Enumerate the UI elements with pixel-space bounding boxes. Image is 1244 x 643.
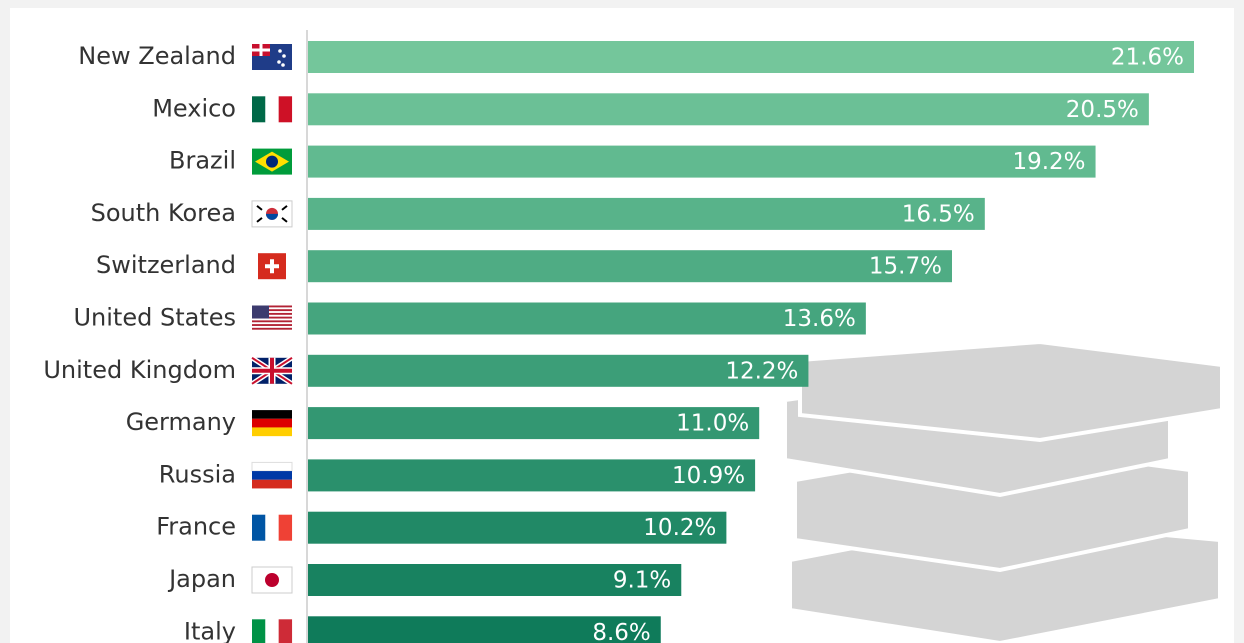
flag	[251, 461, 293, 489]
value-label: 21.6%	[1111, 45, 1184, 71]
value-label: 20.5%	[1066, 97, 1139, 123]
category-label: New Zealand	[78, 42, 236, 70]
flag-part	[278, 96, 293, 123]
bar	[308, 354, 809, 387]
flag-star	[281, 63, 285, 67]
bar	[308, 93, 1149, 126]
bar	[308, 459, 756, 492]
flag-part	[265, 619, 279, 643]
category-label: Russia	[159, 460, 236, 488]
category-label: Japan	[167, 565, 236, 593]
flag-part	[252, 316, 292, 319]
category-label: Switzerland	[96, 251, 236, 279]
category-label: Italy	[184, 617, 236, 643]
flag-star	[277, 60, 281, 64]
flag-part	[252, 324, 292, 326]
flag-star	[278, 49, 282, 53]
value-label: 15.7%	[869, 254, 942, 280]
category-label: Mexico	[152, 94, 236, 122]
flag	[258, 253, 286, 280]
flag-part	[252, 305, 269, 319]
flag-part	[265, 573, 279, 587]
bar	[308, 616, 661, 643]
flag	[251, 566, 293, 594]
flag-part	[252, 410, 292, 419]
flag-part	[256, 205, 288, 223]
flag-part	[252, 471, 292, 480]
category-label: South Korea	[91, 199, 236, 227]
flag	[252, 148, 292, 175]
value-label: 10.9%	[672, 463, 745, 489]
flag-part	[252, 327, 292, 330]
bar	[308, 41, 1194, 73]
flag-part	[265, 259, 279, 274]
bar	[308, 407, 760, 440]
bar	[308, 511, 727, 544]
flag-part	[252, 309, 292, 312]
flag-part	[252, 96, 266, 123]
flag-part	[252, 320, 292, 323]
flag	[252, 514, 293, 541]
flag-part	[252, 357, 292, 384]
flag	[252, 619, 293, 643]
value-label: 9.1%	[613, 568, 671, 594]
flag-part	[252, 305, 292, 308]
value-label: 13.6%	[783, 306, 856, 332]
category-label: United Kingdom	[43, 356, 236, 384]
flag-part	[266, 155, 278, 168]
bar	[308, 564, 682, 596]
flag-part	[252, 312, 292, 315]
flag-part	[265, 514, 279, 541]
flag-part	[252, 514, 266, 541]
flag-part	[265, 96, 279, 123]
flag-part	[252, 619, 266, 643]
category-label: United States	[73, 304, 236, 332]
value-label: 8.6%	[592, 620, 650, 643]
category-label: Brazil	[169, 147, 236, 175]
bar	[308, 197, 985, 230]
flag-part	[266, 213, 278, 220]
flag	[252, 96, 293, 123]
value-label: 12.2%	[725, 358, 798, 384]
bar	[308, 250, 952, 283]
flag	[252, 44, 292, 70]
bar	[308, 302, 866, 335]
flag	[252, 410, 292, 437]
bar	[308, 145, 1096, 178]
flag	[250, 355, 294, 386]
flag-part	[252, 44, 270, 56]
flag-star	[282, 54, 286, 58]
flag	[251, 200, 293, 228]
flag-part	[251, 461, 293, 472]
value-label: 16.5%	[902, 201, 975, 227]
value-label: 19.2%	[1012, 149, 1085, 175]
flag-part	[252, 418, 292, 428]
value-label: 10.2%	[643, 515, 716, 541]
flag	[252, 305, 292, 330]
books-illustration	[783, 339, 1224, 643]
category-label: Germany	[126, 408, 236, 436]
flag-part	[252, 427, 292, 437]
category-label: France	[156, 513, 236, 541]
value-label: 11.0%	[676, 411, 749, 437]
flag-part	[278, 619, 293, 643]
flag-part	[278, 514, 293, 541]
flag-part	[252, 479, 292, 489]
